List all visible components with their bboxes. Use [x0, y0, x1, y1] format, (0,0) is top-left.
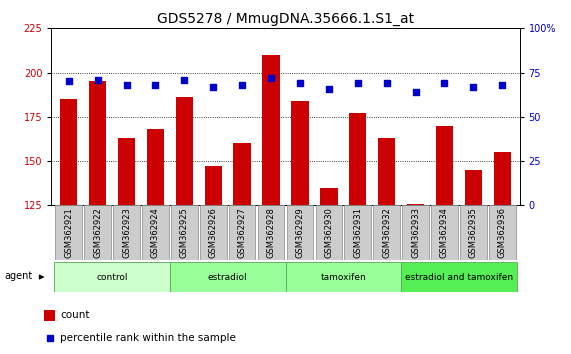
Bar	[431, 205, 458, 260]
Text: GSM362930: GSM362930	[324, 207, 333, 258]
Bar	[200, 205, 227, 260]
Bar	[263, 55, 280, 354]
Text: GSM362927: GSM362927	[238, 207, 247, 258]
Point	[208, 84, 218, 90]
Text: GSM362936: GSM362936	[498, 207, 507, 258]
Bar	[113, 205, 140, 260]
Point	[353, 80, 363, 86]
Bar	[407, 204, 424, 354]
Bar	[234, 143, 251, 354]
Title: GDS5278 / MmugDNA.35666.1.S1_at: GDS5278 / MmugDNA.35666.1.S1_at	[157, 12, 414, 26]
Text: GSM362934: GSM362934	[440, 207, 449, 258]
Bar	[142, 205, 169, 260]
Bar	[316, 205, 342, 260]
Bar	[436, 126, 453, 354]
Text: GSM362921: GSM362921	[64, 207, 73, 258]
Text: GSM362922: GSM362922	[93, 207, 102, 258]
Point	[122, 82, 131, 88]
Text: percentile rank within the sample: percentile rank within the sample	[61, 332, 236, 343]
Text: GSM362924: GSM362924	[151, 207, 160, 258]
Bar	[55, 205, 82, 260]
Point	[295, 80, 304, 86]
Bar	[291, 101, 308, 354]
Text: GSM362929: GSM362929	[295, 207, 304, 258]
Point	[324, 86, 333, 91]
Bar	[171, 205, 198, 260]
Point	[238, 82, 247, 88]
Point	[382, 80, 391, 86]
Point	[411, 89, 420, 95]
Text: GSM362932: GSM362932	[382, 207, 391, 258]
Point	[151, 82, 160, 88]
Bar	[54, 262, 170, 292]
Text: GSM362928: GSM362928	[267, 207, 276, 258]
Text: control: control	[96, 273, 128, 281]
Bar	[401, 262, 517, 292]
Bar	[460, 205, 486, 260]
Text: GSM362935: GSM362935	[469, 207, 478, 258]
Text: GSM362925: GSM362925	[180, 207, 189, 258]
Text: estradiol: estradiol	[208, 273, 247, 281]
Bar	[493, 152, 511, 354]
Bar	[465, 170, 482, 354]
Point	[180, 77, 189, 82]
Bar	[344, 205, 371, 260]
Point	[498, 82, 507, 88]
Bar	[320, 188, 337, 354]
Bar	[349, 113, 367, 354]
Bar	[45, 309, 55, 321]
Point	[64, 79, 73, 84]
Bar	[287, 205, 313, 260]
Bar	[373, 205, 400, 260]
Text: estradiol and tamoxifen: estradiol and tamoxifen	[405, 273, 513, 281]
Bar	[85, 205, 111, 260]
Text: GSM362923: GSM362923	[122, 207, 131, 258]
Bar	[147, 129, 164, 354]
Point	[267, 75, 276, 81]
Text: GSM362931: GSM362931	[353, 207, 362, 258]
Bar	[402, 205, 429, 260]
Bar	[378, 138, 395, 354]
Text: count: count	[61, 310, 90, 320]
Bar	[286, 262, 401, 292]
Point	[469, 84, 478, 90]
Bar	[170, 262, 286, 292]
Bar	[118, 138, 135, 354]
Text: GSM362926: GSM362926	[209, 207, 218, 258]
Bar	[489, 205, 516, 260]
Bar	[60, 99, 78, 354]
Bar	[89, 81, 106, 354]
Point	[440, 80, 449, 86]
Bar	[204, 166, 222, 354]
Text: GSM362933: GSM362933	[411, 207, 420, 258]
Bar	[229, 205, 255, 260]
Bar	[258, 205, 284, 260]
Point	[93, 77, 102, 82]
Text: tamoxifen: tamoxifen	[320, 273, 366, 281]
Text: agent: agent	[4, 270, 33, 280]
Bar	[176, 97, 193, 354]
